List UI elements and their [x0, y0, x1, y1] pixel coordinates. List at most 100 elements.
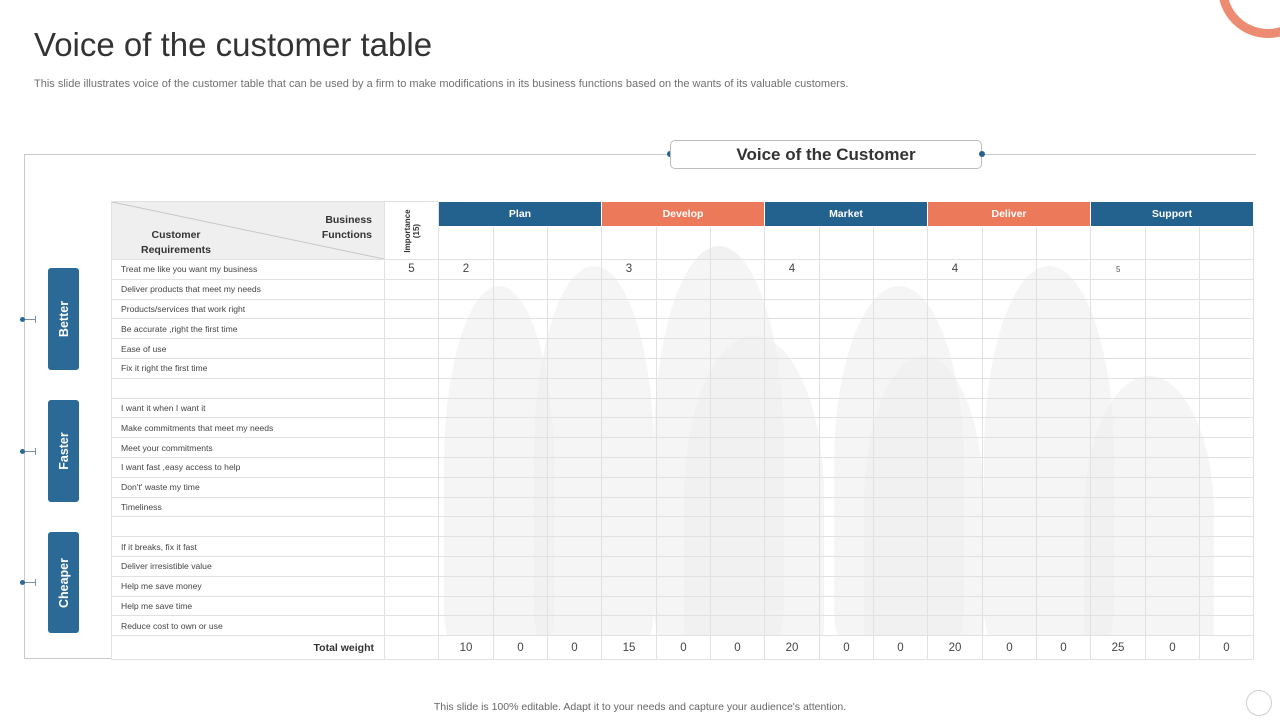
score-cell	[493, 496, 548, 518]
score-cell	[1199, 298, 1254, 320]
score-cell	[1036, 298, 1091, 320]
table-row: Deliver irresistible value	[111, 555, 1254, 577]
importance-cell	[384, 476, 439, 498]
score-cell	[601, 377, 657, 399]
importance-header: Importance (15)	[384, 201, 439, 260]
score-cell	[656, 318, 711, 340]
score-cell	[438, 437, 494, 458]
score-cell	[927, 496, 983, 518]
score-cell	[873, 259, 928, 280]
score-cell	[1036, 437, 1091, 458]
score-cell	[1145, 496, 1200, 518]
score-cell	[1036, 476, 1091, 498]
score-cell	[493, 575, 548, 597]
score-cell	[1145, 575, 1200, 597]
score-cell	[1036, 595, 1091, 617]
score-cell	[873, 377, 928, 399]
score-cell	[601, 318, 657, 340]
score-cell	[493, 417, 548, 439]
score-cell	[547, 338, 602, 359]
score-cell	[710, 516, 765, 538]
table-row: Help me save money	[111, 575, 1254, 597]
total-value-cell: 0	[656, 635, 711, 661]
score-cell	[1199, 555, 1254, 577]
score-cell	[1145, 357, 1200, 379]
sub-header-cell	[927, 226, 983, 260]
score-cell	[764, 516, 820, 538]
score-cell	[438, 318, 494, 340]
score-cell	[601, 615, 657, 637]
score-cell	[1145, 377, 1200, 399]
score-cell	[438, 417, 494, 439]
score-cell	[656, 575, 711, 597]
score-cell	[547, 456, 602, 478]
importance-cell	[384, 555, 439, 577]
importance-cell	[384, 575, 439, 597]
function-header-develop: Develop	[601, 200, 765, 228]
score-cell	[547, 397, 602, 419]
table-row: Fix it right the first time	[111, 357, 1254, 379]
business-functions-label: Business Functions	[321, 214, 372, 241]
function-header-market: Market	[764, 200, 928, 228]
total-value-cell: 20	[764, 635, 820, 661]
score-cell	[819, 278, 874, 300]
score-cell	[1199, 318, 1254, 340]
score-cell	[710, 357, 765, 379]
score-cell	[1090, 278, 1146, 300]
score-cell	[819, 595, 874, 617]
score-cell	[764, 595, 820, 617]
table-body: Treat me like you want my business 5 2 3 4 4 5…	[111, 259, 1254, 637]
score-cell	[1199, 377, 1254, 399]
importance-cell	[384, 377, 439, 399]
score-cell	[547, 516, 602, 538]
score-cell	[656, 278, 711, 300]
score-cell	[1090, 357, 1146, 379]
score-cell	[601, 437, 657, 458]
requirement-cell: Don't' waste my time	[111, 476, 385, 498]
requirement-cell: I want it when I want it	[111, 397, 385, 419]
score-cell	[656, 615, 711, 637]
score-cell	[493, 476, 548, 498]
score-cell	[982, 536, 1037, 557]
score-cell	[1145, 318, 1200, 340]
score-cell	[601, 298, 657, 320]
requirement-cell: Products/services that work right	[111, 298, 385, 320]
score-cell	[493, 298, 548, 320]
score-cell	[656, 417, 711, 439]
score-cell	[982, 615, 1037, 637]
score-cell	[927, 516, 983, 538]
score-cell	[927, 437, 983, 458]
score-cell	[764, 575, 820, 597]
score-cell	[819, 456, 874, 478]
score-cell	[873, 397, 928, 419]
score-cell	[764, 496, 820, 518]
score-cell	[819, 496, 874, 518]
score-cell	[438, 536, 494, 557]
score-cell	[1036, 536, 1091, 557]
total-value-cell: 10	[438, 635, 494, 661]
score-cell	[493, 259, 548, 280]
table-row: If it breaks, fix it fast	[111, 536, 1254, 557]
score-cell	[982, 357, 1037, 379]
score-cell	[601, 516, 657, 538]
score-cell	[927, 357, 983, 379]
score-cell	[656, 259, 711, 280]
score-cell	[656, 456, 711, 478]
table-row: Be accurate ,right the first time	[111, 318, 1254, 340]
nav-circle-button[interactable]	[1246, 690, 1272, 716]
score-cell	[1090, 516, 1146, 538]
score-cell: 4	[927, 259, 983, 280]
score-cell	[927, 298, 983, 320]
group-tab-cheaper: Cheaper	[48, 532, 79, 633]
score-cell	[764, 476, 820, 498]
total-value-cell: 0	[982, 635, 1037, 661]
score-cell	[1145, 516, 1200, 538]
score-cell	[601, 555, 657, 577]
table-row: Don't' waste my time	[111, 476, 1254, 498]
score-cell	[927, 456, 983, 478]
score-cell	[819, 417, 874, 439]
page-subtitle: This slide illustrates voice of the cust…	[34, 78, 849, 90]
score-cell	[547, 278, 602, 300]
score-cell	[982, 456, 1037, 478]
score-cell	[1199, 278, 1254, 300]
